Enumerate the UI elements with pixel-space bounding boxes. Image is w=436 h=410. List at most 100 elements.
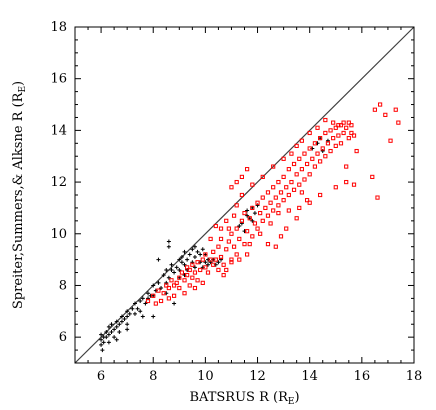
red-square-point [239,174,244,180]
black-plus-point [156,280,161,285]
x-axis-title-sub: E [288,397,295,407]
red-square-point [237,236,242,242]
red-square-point [383,112,388,117]
red-square-point [255,226,260,231]
black-plus-point [122,317,127,322]
x-tick-label: 12 [249,369,266,384]
red-square-point [177,285,182,291]
red-square-point [318,159,323,164]
red-square-point [166,296,171,301]
red-square-point [278,234,284,239]
red-square-point [297,182,302,187]
black-plus-point [192,265,197,270]
red-square-point [304,198,310,203]
black-plus-point [252,211,257,216]
red-square-point [158,298,164,304]
red-square-point [268,221,273,226]
red-square-point [151,293,156,298]
red-square-point [218,254,224,260]
red-square-point [218,236,224,242]
red-square-point [271,164,276,169]
red-square-point [331,136,336,141]
red-square-point [323,117,328,123]
red-square-point [153,301,158,306]
red-square-point [286,167,291,172]
red-square-point [229,257,234,262]
black-plus-point [192,244,197,249]
red-square-point [271,185,276,190]
black-plus-point [106,340,111,345]
red-square-point [375,195,380,200]
red-square-point [328,128,333,133]
black-plus-point [114,324,119,329]
red-square-point [208,236,213,242]
red-square-point [224,218,229,223]
black-plus-point [138,309,143,314]
black-plus-point [169,267,174,272]
red-square-point [268,200,273,205]
red-square-point [250,205,255,211]
red-square-point [396,120,401,125]
red-square-point [156,288,161,293]
black-plus-point [112,335,117,340]
red-square-point [281,174,286,180]
red-square-point [145,298,151,304]
black-plus-point [106,332,111,337]
red-square-point [323,154,328,159]
red-square-point [177,275,182,280]
x-axis-title-main: BATSRUS R (R [189,390,289,405]
black-plus-point [172,270,177,275]
y-tick-label: 16 [50,72,67,87]
axis-ticks [74,26,415,364]
black-plus-point [166,275,171,280]
red-square-point [265,242,271,247]
diagonal-line-group [74,26,415,364]
black-plus-point [172,301,177,306]
black-plus-point [125,314,130,319]
red-square-point [221,273,226,278]
red-square-point [351,133,357,138]
red-square-point [239,192,244,198]
red-square-point [242,242,247,247]
black-plus-point [135,306,140,311]
x-tick-labels: 6 8 10 12 14 16 18 [97,369,422,384]
black-plus-point [182,262,187,267]
black-plus-point [125,327,130,332]
red-square-point [393,107,398,112]
red-square-point [333,143,338,148]
red-square-point [338,123,344,128]
x-tick-label: 14 [301,369,318,384]
black-plus-point [245,208,250,213]
black-plus-point [179,255,184,260]
red-square-point [344,179,349,185]
x-tick-label: 6 [97,369,105,384]
y-axis-title-close: ) [11,81,26,86]
red-square-point [318,136,323,141]
x-tick-label: 18 [406,369,423,384]
red-square-point [281,156,286,161]
x-tick-label: 16 [354,369,371,384]
x-tick-label: 8 [149,369,157,384]
black-plus-point [203,260,208,265]
red-square-point [302,151,307,156]
black-plus-point [166,239,171,244]
red-square-point [234,179,239,185]
red-square-point [229,185,234,190]
red-square-point [187,267,192,273]
y-tick-label: 8 [59,278,67,293]
black-plus-point [99,332,104,337]
y-tick-label: 18 [50,20,67,35]
red-square-point [255,200,260,205]
black-plus-point [132,311,137,316]
red-square-point [286,192,291,198]
red-square-point [161,291,166,296]
red-square-point [299,190,304,195]
black-plus-point [117,322,122,327]
red-square-point [263,205,268,211]
red-square-point [258,210,263,216]
black-plus-point [140,296,145,301]
black-plus-point [109,329,114,334]
black-plus-point [132,301,137,306]
red-square-point [341,130,346,136]
red-square-point [171,283,177,288]
